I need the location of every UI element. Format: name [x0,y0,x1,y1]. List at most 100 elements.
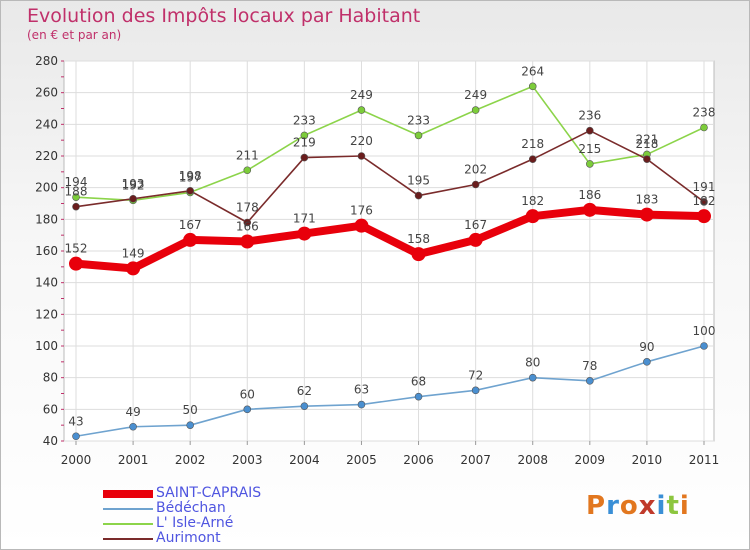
x-tick-label: 2011 [689,453,720,467]
data-label-l-isle-arn: 249 [350,88,373,102]
data-label-l-isle-arn: 211 [236,148,259,162]
data-label-aurimont: 236 [578,109,601,123]
x-tick-label: 2007 [460,453,491,467]
data-label-b-d-chan: 60 [240,387,255,401]
data-label-b-d-chan: 49 [125,405,140,419]
logo-letter: i [679,491,690,521]
x-tick-label: 2008 [517,453,548,467]
y-tick-label: 240 [35,117,58,131]
data-label-b-d-chan: 78 [582,359,597,373]
data-point-b-d-chan [586,377,594,385]
x-tick-label: 2010 [632,453,663,467]
data-label-saint-caprais: 149 [122,246,145,260]
legend-label: Bédéchan [156,500,226,516]
y-tick-label: 160 [35,244,58,258]
legend-item-saint-caprais: SAINT-CAPRAIS [103,485,323,501]
data-label-b-d-chan: 68 [411,375,426,389]
data-label-saint-caprais: 166 [236,220,259,234]
data-point-saint-caprais [240,234,255,249]
logo-letter: P [586,491,607,521]
y-tick-label: 220 [35,149,58,163]
data-label-l-isle-arn: 233 [407,113,430,127]
data-point-aurimont [700,198,708,206]
legend-swatch [103,508,153,510]
data-point-b-d-chan [700,342,708,350]
data-point-aurimont [129,194,137,203]
series-line-b-d-chan [75,345,705,438]
data-point-aurimont [357,152,366,160]
series-line-saint-caprais [72,205,708,273]
data-point-b-d-chan [300,402,309,410]
data-label-l-isle-arn: 215 [578,142,601,156]
data-label-aurimont: 218 [635,137,658,151]
data-point-saint-caprais [69,256,83,271]
x-tick-label: 2005 [346,453,377,467]
legend-swatch [103,490,153,498]
legend-item-b-d-chan: Bédéchan [103,500,323,516]
data-label-l-isle-arn: 197 [179,170,202,184]
data-label-aurimont: 188 [65,185,88,199]
legend: SAINT-CAPRAIS Bédéchan L' Isle-Arné Aurimon… [103,485,323,546]
data-label-aurimont: 195 [407,174,430,188]
data-label-l-isle-arn: 194 [65,175,88,189]
logo-letter: t [666,491,680,521]
data-label-b-d-chan: 63 [354,383,369,397]
data-point-l-isle-arn [243,166,252,175]
data-point-saint-caprais [411,247,426,262]
data-label-b-d-chan: 72 [468,368,483,382]
data-label-b-d-chan: 62 [297,384,312,398]
data-point-b-d-chan [72,432,80,441]
data-point-b-d-chan [357,400,366,409]
data-point-l-isle-arn [357,106,366,114]
data-label-b-d-chan: 50 [183,403,198,417]
data-label-saint-caprais: 182 [521,194,544,208]
y-tick-label: 80 [43,371,58,385]
y-tick-label: 40 [43,434,58,448]
data-point-aurimont [243,218,252,227]
data-point-b-d-chan [528,373,537,382]
logo-letter: x [638,491,657,521]
y-tick-label: 140 [35,276,58,290]
data-point-b-d-chan [643,358,651,366]
data-point-b-d-chan [129,422,137,431]
data-label-aurimont: 193 [122,177,145,191]
data-point-saint-caprais [297,226,312,241]
data-label-b-d-chan: 100 [693,324,716,338]
x-tick-label: 2003 [232,453,263,467]
y-tick-label: 260 [35,86,58,100]
data-label-saint-caprais: 182 [693,194,716,208]
logo-letter: i [656,491,667,521]
data-point-aurimont [300,153,309,162]
legend-swatch [103,538,153,540]
data-label-l-isle-arn: 192 [122,178,145,192]
data-label-saint-caprais: 158 [407,232,430,246]
data-label-l-isle-arn: 249 [464,88,487,102]
x-tick-label: 2009 [575,453,606,467]
x-tick-label: 2000 [61,453,92,467]
x-tick-label: 2001 [118,453,149,467]
data-label-b-d-chan: 43 [68,414,83,428]
data-point-saint-caprais [126,261,141,276]
data-label-saint-caprais: 167 [464,218,487,232]
data-label-saint-caprais: 176 [350,204,373,218]
x-tick-label: 2004 [289,453,320,467]
data-label-saint-caprais: 171 [293,212,316,226]
data-label-saint-caprais: 152 [65,242,88,256]
data-point-aurimont [414,191,423,200]
data-point-l-isle-arn [700,123,708,132]
data-label-b-d-chan: 80 [525,356,540,370]
data-point-saint-caprais [639,207,654,222]
data-label-b-d-chan: 90 [639,340,654,354]
data-point-saint-caprais [525,209,540,224]
data-point-aurimont [643,155,651,163]
data-point-b-d-chan [414,392,423,401]
data-point-l-isle-arn [300,131,309,140]
data-point-l-isle-arn [72,193,80,201]
data-point-saint-caprais [697,209,711,224]
x-tick-label: 2006 [403,453,434,467]
data-point-aurimont [528,155,537,163]
data-label-saint-caprais: 167 [179,218,202,232]
chart-title: Evolution des Impôts locaux par Habitant [27,5,421,27]
